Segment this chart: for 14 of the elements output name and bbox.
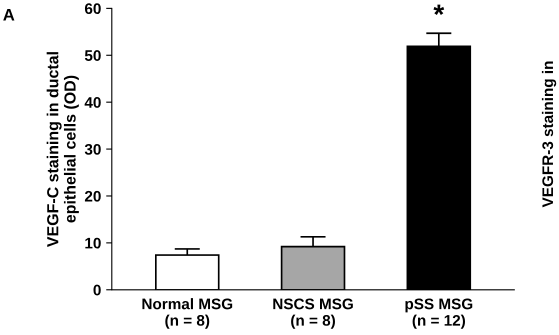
y-tick-label: 10 (85, 238, 101, 249)
y-tick-label: 60 (84, 3, 101, 14)
y-tick-label: 20 (84, 190, 101, 202)
x-tick-label: Normal MSG (n = 8) (142, 298, 232, 329)
text: VEGFR-3 staining in (542, 62, 556, 208)
x-tick-label: NSCS MSG (n = 8) (273, 298, 353, 329)
y-tick-label: 50 (84, 50, 101, 61)
y-axis-title: VEGF-C staining in ductal epithelial cells (OD) (46, 52, 79, 248)
text: A (3, 8, 14, 20)
y-tick-label: 0 (93, 284, 101, 296)
y-tick-label: 40 (84, 97, 101, 108)
y-tick-label: 30 (84, 144, 101, 155)
annotation: * (433, 4, 444, 15)
x-tick-label: pSS MSG (n = 12) (405, 298, 472, 329)
